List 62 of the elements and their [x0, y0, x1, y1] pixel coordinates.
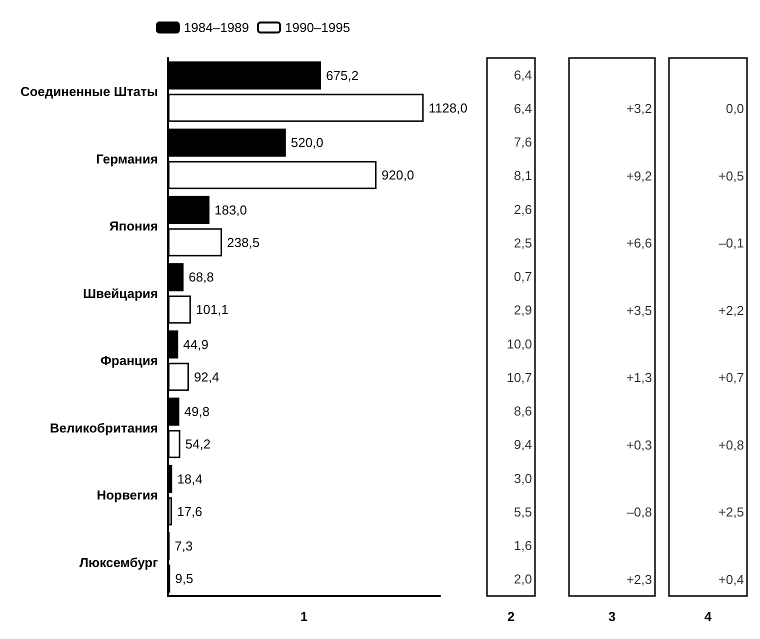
text: 2,0 [514, 572, 532, 587]
text: +2,2 [718, 302, 744, 318]
x-axis-title: 1 [300, 609, 308, 624]
text: 6,4 [514, 100, 532, 116]
text: +3,2 [626, 101, 652, 116]
text: +9,2 [626, 168, 652, 184]
data-label: 17,6 [176, 504, 202, 519]
text: +2,3 [626, 572, 652, 587]
data-label: 49,8 [184, 404, 210, 420]
data-label: 7,3 [174, 538, 193, 554]
text: 10,0 [506, 336, 532, 352]
data-label: 9,5 [175, 571, 194, 586]
y-tick-label: Германия [96, 151, 158, 166]
data-label: 44,9 [183, 336, 208, 352]
y-tick-label: Соединенные Штаты [20, 84, 158, 100]
y-tick-label: Норвегия [96, 488, 158, 503]
text: 0,7 [514, 269, 532, 284]
text: +3,5 [626, 302, 652, 318]
text: 7,6 [514, 134, 532, 150]
data-label: 101,1 [196, 302, 228, 318]
data-label: 1128,0 [428, 100, 468, 116]
text: 3,0 [514, 470, 532, 486]
text: 5,5 [514, 504, 532, 520]
text: 2,5 [514, 235, 532, 250]
text: +1,3 [626, 370, 652, 386]
text: +0,8 [718, 437, 744, 452]
y-tick-label: Швейцария [82, 286, 158, 301]
legend-label: 1984–1989 [184, 20, 250, 35]
text: +0,4 [718, 572, 744, 587]
text: 2 [507, 609, 515, 624]
text: 9,4 [514, 437, 532, 452]
data-label: 18,4 [177, 471, 202, 486]
legend-label: 1990–1995 [285, 20, 350, 35]
text: 6,4 [514, 67, 532, 82]
text: +0,3 [626, 437, 652, 452]
text: +0,5 [718, 168, 744, 184]
text: +6,6 [626, 236, 652, 251]
text: 0,0 [726, 101, 744, 116]
text: 1,6 [514, 538, 532, 554]
y-tick-label: Великобритания [50, 420, 158, 436]
text: 2,9 [514, 302, 532, 318]
text: 4 [704, 609, 712, 624]
data-label: 675,2 [326, 68, 359, 83]
text: 10,7 [506, 370, 532, 385]
data-label: 238,5 [227, 234, 260, 250]
text: 3 [608, 609, 616, 624]
text: 8,6 [514, 404, 532, 419]
y-tick-label: Люксембург [79, 554, 159, 570]
data-label: 92,4 [194, 369, 220, 384]
text: +2,5 [718, 504, 744, 520]
y-tick-label: Франция [100, 353, 158, 368]
text: +0,7 [718, 370, 744, 386]
data-label: 183,0 [214, 202, 248, 218]
text: 2,6 [514, 202, 532, 217]
text: –0,1 [718, 236, 744, 251]
data-label: 520,0 [290, 135, 324, 150]
y-tick-label: Япония [109, 218, 158, 234]
text: –0,8 [626, 504, 652, 520]
data-label: 920,0 [382, 168, 414, 183]
data-label: 68,8 [188, 270, 214, 285]
data-label: 54,2 [185, 436, 211, 452]
text: 8,1 [514, 168, 532, 184]
